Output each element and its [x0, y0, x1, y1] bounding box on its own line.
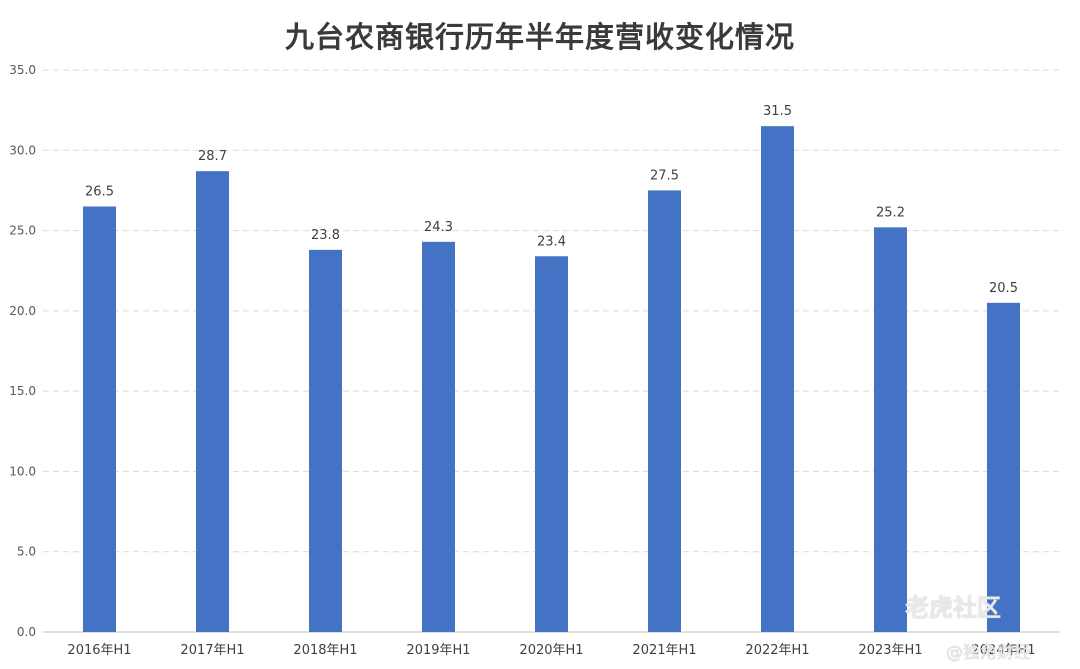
x-tick-label: 2020年H1 [519, 643, 583, 658]
bar [309, 249, 342, 632]
watermark-source: @独角财经 [946, 643, 1031, 663]
chart-title: 九台农商银行历年半年度营收变化情况 [284, 20, 795, 54]
bar [535, 256, 568, 632]
bar [83, 206, 116, 632]
bar [987, 302, 1020, 632]
bar [648, 190, 681, 632]
x-tick-label: 2022年H1 [745, 643, 809, 658]
x-tick-label: 2017年H1 [180, 643, 244, 658]
y-tick-label: 30.0 [9, 143, 36, 157]
y-tick-label: 0.0 [17, 625, 36, 639]
data-label: 27.5 [650, 168, 679, 183]
bar [422, 241, 455, 632]
y-tick-label: 25.0 [9, 224, 36, 238]
data-label: 28.7 [198, 149, 227, 164]
data-label: 24.3 [424, 220, 453, 235]
x-tick-label: 2016年H1 [67, 643, 131, 658]
bar [196, 171, 229, 632]
y-tick-label: 20.0 [9, 304, 36, 318]
bar [874, 227, 907, 633]
x-tick-label: 2024年H1 [971, 643, 1035, 658]
y-tick-label: 10.0 [9, 464, 36, 478]
x-tick-label: 2019年H1 [406, 643, 470, 658]
y-tick-label: 5.0 [17, 545, 36, 559]
data-label: 23.8 [311, 228, 340, 243]
data-label: 20.5 [989, 281, 1018, 296]
data-label: 23.4 [537, 234, 566, 249]
watermark-brand: 老虎社区 [905, 594, 1001, 622]
y-tick-label: 35.0 [9, 63, 36, 77]
data-label: 25.2 [876, 205, 905, 220]
x-tick-label: 2023年H1 [858, 643, 922, 658]
bar [761, 126, 794, 632]
y-tick-label: 15.0 [9, 384, 36, 398]
data-label: 31.5 [763, 104, 792, 119]
x-tick-label: 2018年H1 [293, 643, 357, 658]
data-label: 26.5 [85, 184, 114, 199]
x-tick-label: 2021年H1 [632, 643, 696, 658]
